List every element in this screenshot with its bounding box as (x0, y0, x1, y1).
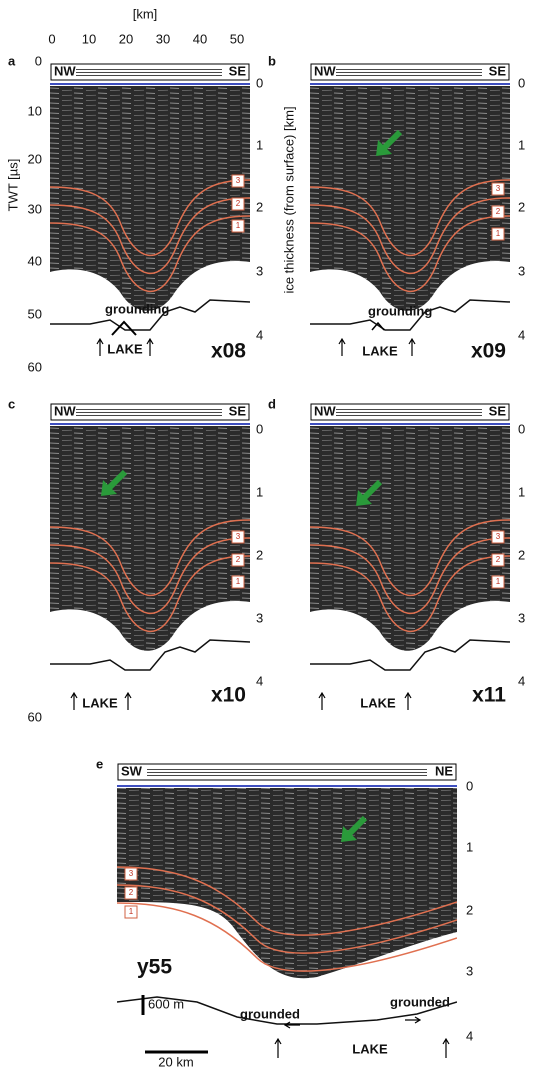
tick: 1 (518, 137, 525, 152)
annotation: grounding (368, 303, 432, 318)
layer-tag: 1 (236, 577, 241, 586)
layer-tag: 2 (129, 888, 134, 897)
axis-label: TWT [µs] (5, 159, 20, 212)
radargram-a (50, 64, 250, 330)
radargram-d (310, 404, 510, 670)
layer-tag: 2 (496, 207, 501, 216)
tick: 0 (256, 421, 263, 436)
tick: 40 (193, 31, 207, 46)
profile-name: x11 (472, 684, 506, 707)
tick: 2 (256, 199, 263, 214)
tick: 3 (518, 263, 525, 278)
tick: 2 (518, 547, 525, 562)
tick: 3 (256, 610, 263, 625)
tick: 1 (518, 484, 525, 499)
axis-label: ice thickness (from surface) [km] (281, 106, 296, 293)
tick: 40 (28, 253, 42, 268)
axis-label: [km] (133, 6, 158, 21)
profile-name: x08 (211, 340, 246, 363)
panel-letter: e (96, 756, 103, 771)
panel-letter: a (8, 53, 16, 68)
tick: 30 (156, 31, 170, 46)
direction: NW (54, 403, 76, 418)
tick: 0 (35, 53, 42, 68)
tick: 60 (28, 359, 42, 374)
tick: 1 (466, 839, 473, 854)
tick: 0 (518, 75, 525, 90)
layer-tag: 1 (129, 907, 134, 916)
tick: 2 (518, 199, 525, 214)
layer-tag: 2 (236, 199, 241, 208)
annotation: LAKE (360, 695, 396, 710)
profile-name: x10 (211, 684, 246, 707)
annotation: grounded (240, 1006, 300, 1021)
direction: NW (314, 63, 336, 78)
layer-tag: 3 (236, 176, 241, 185)
tick: 30 (28, 201, 42, 216)
layer-tag: 1 (236, 221, 241, 230)
layer-tag: 1 (496, 229, 501, 238)
direction: SE (229, 63, 247, 78)
layer-tag: 3 (496, 532, 501, 541)
annotation: LAKE (362, 343, 398, 358)
tick: 3 (466, 963, 473, 978)
layer-tag: 1 (496, 577, 501, 586)
tick: 4 (518, 327, 525, 342)
annotation: LAKE (107, 341, 143, 356)
tick: 1 (256, 137, 263, 152)
tick: 2 (466, 902, 473, 917)
annotation: grounded (390, 994, 450, 1009)
layer-tag: 3 (496, 184, 501, 193)
profile-name: x09 (471, 340, 506, 363)
tick: 10 (28, 103, 42, 118)
tick: 60 (28, 709, 42, 724)
annotation: LAKE (352, 1041, 388, 1056)
tick: 10 (82, 31, 96, 46)
direction: NW (54, 63, 76, 78)
direction: NW (314, 403, 336, 418)
tick: 4 (466, 1028, 473, 1043)
radargram-b (310, 64, 510, 330)
tick: 20 (119, 31, 133, 46)
direction: SE (489, 403, 507, 418)
tick: 3 (256, 263, 263, 278)
tick: 4 (256, 673, 263, 688)
tick: 50 (230, 31, 244, 46)
tick: 0 (256, 75, 263, 90)
direction: NE (435, 763, 453, 778)
layer-tag: 2 (496, 555, 501, 564)
tick: 50 (28, 306, 42, 321)
radargram-c (50, 404, 250, 670)
direction: SW (121, 763, 143, 778)
scale-label: 600 m (148, 996, 184, 1011)
profile-name: y55 (137, 956, 172, 979)
tick: 4 (518, 673, 525, 688)
tick: 20 (28, 151, 42, 166)
tick: 0 (48, 31, 55, 46)
panel-letter: d (268, 396, 276, 411)
tick: 0 (466, 778, 473, 793)
panel-letter: b (268, 53, 276, 68)
tick: 2 (256, 547, 263, 562)
tick: 4 (256, 327, 263, 342)
annotation: LAKE (82, 695, 118, 710)
panel-letter: c (8, 396, 15, 411)
layer-tag: 3 (129, 869, 134, 878)
direction: SE (229, 403, 247, 418)
annotation: grounding (105, 301, 169, 316)
layer-tag: 3 (236, 532, 241, 541)
tick: 1 (256, 484, 263, 499)
tick: 0 (518, 421, 525, 436)
layer-tag: 2 (236, 555, 241, 564)
tick: 3 (518, 610, 525, 625)
radargram-e (117, 764, 457, 1024)
direction: SE (489, 63, 507, 78)
scale-label: 20 km (158, 1054, 193, 1069)
